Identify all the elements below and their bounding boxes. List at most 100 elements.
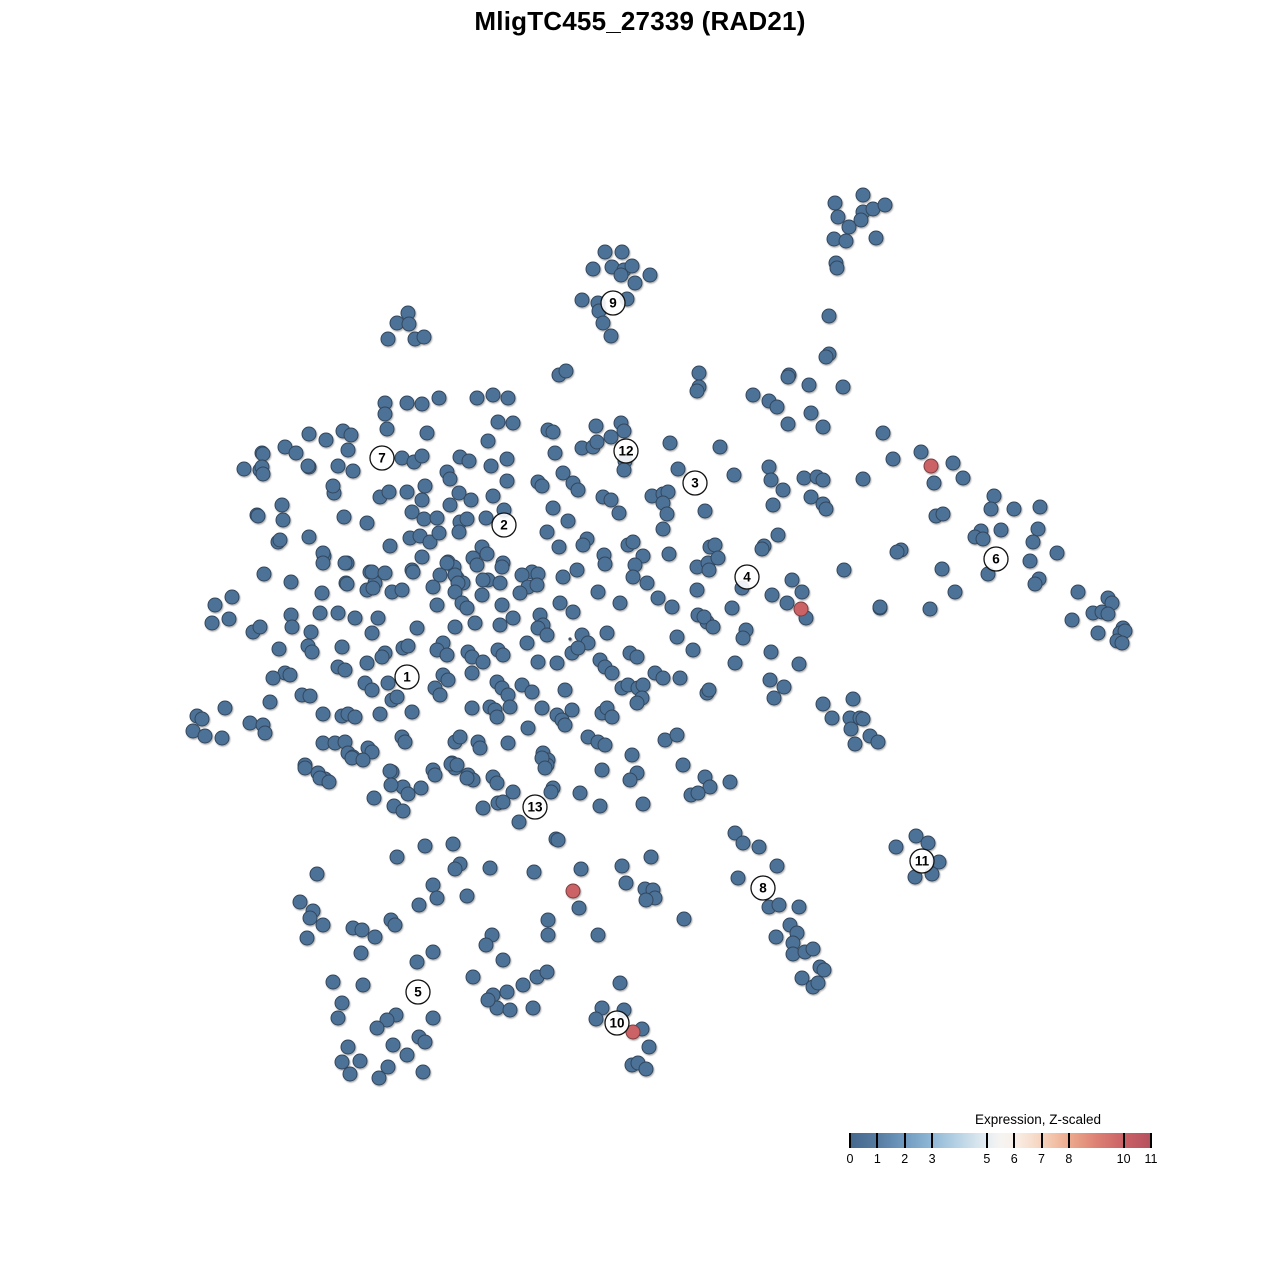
cluster-label-6: 6 xyxy=(983,546,1009,572)
data-point xyxy=(526,864,542,880)
data-point xyxy=(519,635,535,651)
data-point xyxy=(385,1037,401,1053)
data-point xyxy=(382,763,398,779)
data-point xyxy=(256,566,272,582)
data-point xyxy=(855,711,871,727)
data-point xyxy=(425,1010,441,1026)
data-point xyxy=(339,576,355,592)
data-point xyxy=(625,534,641,550)
data-point xyxy=(614,244,630,260)
data-point xyxy=(599,625,615,641)
data-point xyxy=(1090,625,1106,641)
data-point xyxy=(855,471,871,487)
data-point xyxy=(459,511,475,527)
data-point xyxy=(641,1039,657,1055)
cluster-label-5: 5 xyxy=(405,979,431,1005)
data-point xyxy=(417,838,433,854)
cluster-label-text: 1 xyxy=(403,670,411,685)
data-point xyxy=(726,467,742,483)
data-point xyxy=(845,691,861,707)
data-point xyxy=(763,644,779,660)
data-point xyxy=(490,414,506,430)
data-point xyxy=(288,445,304,461)
data-point xyxy=(265,670,281,686)
cluster-label-text: 10 xyxy=(609,1016,624,1031)
data-point xyxy=(325,974,341,990)
data-point xyxy=(604,709,620,725)
data-point xyxy=(432,687,448,703)
data-point xyxy=(751,839,767,855)
data-point xyxy=(765,497,781,513)
data-point xyxy=(415,1064,431,1080)
data-point xyxy=(643,849,659,865)
data-point xyxy=(489,775,505,791)
data-point xyxy=(815,696,831,712)
data-point xyxy=(616,423,632,439)
data-point xyxy=(194,711,210,727)
data-point xyxy=(389,689,405,705)
cluster-label-circle xyxy=(750,875,776,901)
data-point xyxy=(431,390,447,406)
data-point xyxy=(993,522,1009,538)
data-point xyxy=(414,549,430,565)
data-point xyxy=(843,721,859,737)
data-point xyxy=(480,992,496,1008)
data-point xyxy=(499,984,515,1000)
data-point xyxy=(321,774,337,790)
data-point xyxy=(370,610,386,626)
data-point xyxy=(300,458,316,474)
data-point xyxy=(475,572,491,588)
data-point xyxy=(302,688,318,704)
data-point xyxy=(334,995,350,1011)
data-point xyxy=(340,442,356,458)
data-point xyxy=(359,655,375,671)
data-point xyxy=(675,757,691,773)
data-point xyxy=(404,704,420,720)
data-point xyxy=(597,244,613,260)
data-point xyxy=(467,615,483,631)
cluster-label-text: 9 xyxy=(609,296,617,311)
data-point xyxy=(343,427,359,443)
data-point xyxy=(353,945,369,961)
data-point xyxy=(691,365,707,381)
data-point xyxy=(464,700,480,716)
data-point xyxy=(588,418,604,434)
data-point xyxy=(345,463,361,479)
data-point xyxy=(372,706,388,722)
data-point xyxy=(474,587,490,603)
cluster-label-circle xyxy=(522,794,548,820)
data-point xyxy=(595,315,611,331)
data-point xyxy=(1006,501,1022,517)
data-point xyxy=(614,858,630,874)
data-point xyxy=(727,655,743,671)
data-point xyxy=(405,564,421,580)
data-point xyxy=(257,725,273,741)
data-point xyxy=(359,515,375,531)
data-point xyxy=(442,497,458,513)
data-point xyxy=(745,387,761,403)
data-point xyxy=(425,944,441,960)
data-point xyxy=(569,562,585,578)
cluster-label-2: 2 xyxy=(491,512,517,538)
data-point xyxy=(425,579,441,595)
cluster-label-circle xyxy=(394,664,420,690)
data-point xyxy=(815,472,831,488)
data-point xyxy=(618,875,634,891)
data-point xyxy=(394,582,410,598)
data-point xyxy=(754,541,770,557)
data-point xyxy=(381,484,397,500)
data-point xyxy=(411,897,427,913)
data-point xyxy=(824,710,840,726)
data-point xyxy=(399,1047,415,1063)
data-point xyxy=(414,396,430,412)
data-point xyxy=(594,762,610,778)
data-point xyxy=(570,482,586,498)
data-point xyxy=(383,777,399,793)
data-point xyxy=(301,426,317,442)
data-point xyxy=(500,735,516,751)
cluster-label-11: 11 xyxy=(909,848,935,874)
data-point xyxy=(480,433,496,449)
data-point xyxy=(417,478,433,494)
data-point xyxy=(464,665,480,681)
cluster-label-8: 8 xyxy=(750,875,776,901)
